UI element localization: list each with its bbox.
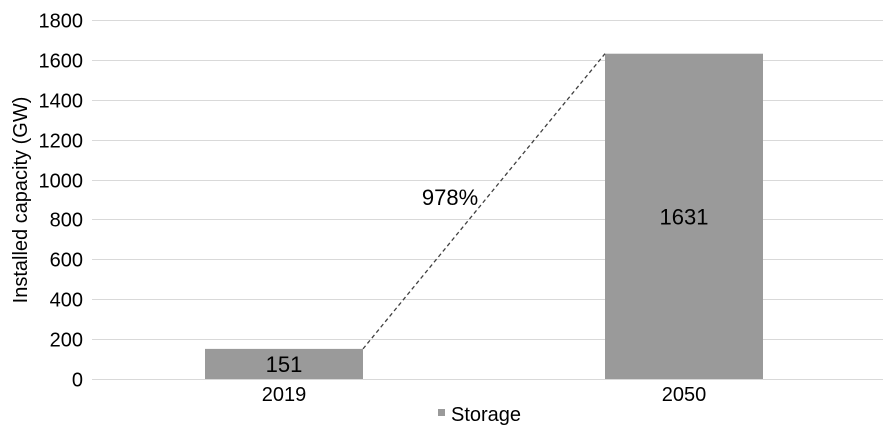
data-label-2019: 151 <box>266 352 303 377</box>
gridlines <box>92 20 883 380</box>
x-tick-label-2050: 2050 <box>662 384 707 406</box>
y-tick-label-800: 800 <box>50 210 83 232</box>
legend-swatch-storage <box>438 409 445 416</box>
growth-percentage-label: 978% <box>422 185 478 210</box>
x-tick-label-2019: 2019 <box>262 384 307 406</box>
y-tick-label-1400: 1400 <box>39 91 84 113</box>
y-tick-label-1800: 1800 <box>39 11 84 33</box>
y-axis-tick-labels: 0 200 400 600 800 1000 1200 1400 1600 1800 <box>39 11 84 392</box>
y-tick-label-1600: 1600 <box>39 51 84 73</box>
bars <box>205 53 763 379</box>
growth-dashed-line <box>362 53 606 350</box>
growth-connector: 978% <box>362 53 606 350</box>
legend: Storage <box>438 404 521 426</box>
y-tick-label-1200: 1200 <box>39 131 84 153</box>
data-labels: 151 1631 <box>266 204 709 377</box>
y-tick-label-1000: 1000 <box>39 171 84 193</box>
legend-label-storage: Storage <box>451 404 521 426</box>
bar-2019 <box>205 348 363 379</box>
bar-2050 <box>605 53 763 379</box>
y-tick-label-400: 400 <box>50 290 83 312</box>
y-tick-label-200: 200 <box>50 330 83 352</box>
data-label-2050: 1631 <box>660 204 709 229</box>
x-axis-tick-labels: 2019 2050 <box>262 384 707 406</box>
y-tick-label-0: 0 <box>72 370 83 392</box>
y-tick-label-600: 600 <box>50 250 83 272</box>
y-axis-title: Installed capacity (GW) <box>10 97 32 304</box>
